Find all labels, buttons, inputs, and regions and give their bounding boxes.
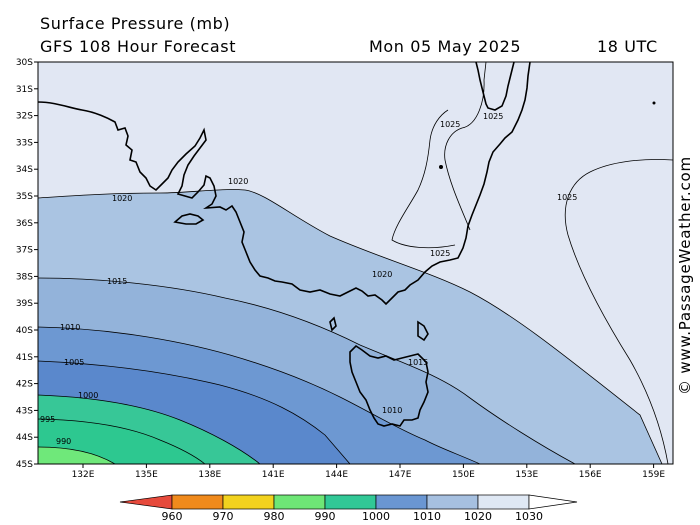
- contour-label: 1010: [382, 406, 402, 415]
- contour-label: 995: [40, 415, 55, 424]
- latitude-axis: 30S 31S 32S 33S 34S 35S 36S 37S 38S 39S 40S 41S 42S 4…: [16, 58, 38, 470]
- lat-label: 39S: [16, 299, 33, 309]
- legend-label: 990: [315, 510, 336, 523]
- pressure-fields: 1025 1025 1025 1025 1020 1020 1020 1015 …: [38, 62, 673, 464]
- contour-label: 1015: [408, 358, 428, 367]
- forecast-time: 18 UTC: [597, 37, 658, 56]
- lat-label: 45S: [16, 460, 33, 470]
- contour-label: 1025: [483, 112, 503, 121]
- contour-label: 1020: [228, 177, 248, 186]
- lat-label: 35S: [16, 192, 33, 202]
- contour-label: 1005: [64, 358, 84, 367]
- contour-label: 1015: [107, 277, 127, 286]
- legend-label: 1020: [464, 510, 492, 523]
- contour-label: 990: [56, 437, 71, 446]
- longitude-axis: 132E 135E 138E 141E 144E 147E 150E 153E 156E 159E: [72, 464, 665, 480]
- lon-label: 147E: [389, 470, 412, 480]
- contour-label: 1020: [372, 270, 392, 279]
- legend-arrow-low: [119, 494, 173, 510]
- forecast-subtitle: GFS 108 Hour Forecast: [40, 37, 237, 56]
- contour-label: 1020: [112, 194, 132, 203]
- contour-label: 1025: [440, 120, 460, 129]
- lon-label: 132E: [72, 470, 95, 480]
- legend-swatch: [426, 494, 479, 510]
- coast-king-island: [329, 316, 337, 332]
- isobar-1005: [38, 360, 351, 464]
- lon-label: 135E: [135, 470, 158, 480]
- lat-label: 41S: [16, 353, 33, 363]
- lon-label: 138E: [198, 470, 221, 480]
- lat-label: 31S: [16, 85, 33, 95]
- lat-label: 37S: [16, 246, 33, 256]
- isobar-1025-inner: [444, 62, 487, 231]
- legend-label: 1000: [362, 510, 390, 523]
- legend-arrow-high: [528, 494, 578, 510]
- coast-queensland-north: [475, 62, 515, 111]
- isobar-990: [38, 446, 116, 464]
- contour-label: 1010: [60, 323, 80, 332]
- legend-swatch: [171, 494, 224, 510]
- legend-label: 1010: [413, 510, 441, 523]
- contour-labels: 1025 1025 1025 1025 1020 1020 1020 1015 …: [40, 112, 577, 446]
- lat-label: 32S: [16, 112, 33, 122]
- lon-label: 159E: [642, 470, 665, 480]
- isobar-1025-west: [391, 109, 456, 249]
- legend-swatch: [375, 494, 428, 510]
- legend-label: 960: [162, 510, 183, 523]
- isobar-1010: [38, 326, 481, 464]
- lat-label: 38S: [16, 272, 33, 282]
- lon-label: 144E: [325, 470, 348, 480]
- lat-label: 43S: [16, 406, 33, 416]
- isobar-1015: [38, 277, 576, 464]
- band-below-990: [38, 447, 115, 464]
- lat-label: 36S: [16, 219, 33, 229]
- lat-label: 40S: [16, 326, 33, 336]
- legend-label: 970: [213, 510, 234, 523]
- legend-swatch: [324, 494, 377, 510]
- coast-australia-south: [38, 62, 531, 306]
- lat-label: 33S: [16, 138, 33, 148]
- legend-swatch: [222, 494, 275, 510]
- legend-swatch: [273, 494, 326, 510]
- lon-label: 153E: [515, 470, 538, 480]
- map-frame: [37, 61, 674, 465]
- lat-label: 30S: [16, 58, 33, 68]
- coast-tasmania: [349, 344, 429, 427]
- contour-label: 1025: [430, 249, 450, 258]
- forecast-date: Mon 05 May 2025: [369, 37, 522, 56]
- lat-label: 34S: [16, 165, 33, 175]
- coast-flinders-island: [417, 320, 429, 342]
- isobars: [38, 62, 673, 464]
- legend-label: 980: [264, 510, 285, 523]
- coastlines: [38, 62, 531, 427]
- lat-label: 44S: [16, 433, 33, 443]
- lon-label: 141E: [262, 470, 285, 480]
- isobar-995: [38, 418, 206, 464]
- pressure-legend: 960 970 980 990 1000 1010 1020 1030: [119, 494, 578, 523]
- lat-label: 42S: [16, 380, 33, 390]
- isobar-1020: [38, 189, 663, 464]
- isobar-1025-east: [564, 159, 673, 464]
- legend-label: 1030: [515, 510, 543, 523]
- contour-label: 1025: [557, 193, 577, 202]
- lon-label: 150E: [452, 470, 475, 480]
- site-credit: © www.PassageWeather.com: [676, 156, 694, 395]
- map-title: Surface Pressure (mb): [40, 14, 231, 33]
- contour-label: 1000: [78, 391, 98, 400]
- isobar-1000: [38, 394, 261, 464]
- legend-swatch: [477, 494, 530, 510]
- lon-label: 156E: [579, 470, 602, 480]
- coast-kangaroo-island: [173, 213, 205, 225]
- island-dot-2: [652, 101, 656, 105]
- island-dot-1: [439, 165, 443, 169]
